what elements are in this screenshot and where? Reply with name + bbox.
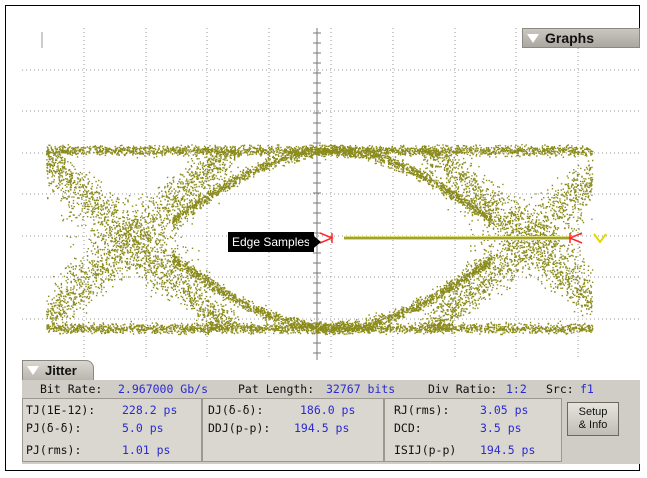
- measure-column-2: [202, 398, 384, 462]
- bit-rate-value: 2.967000 Gb/s: [118, 382, 209, 396]
- scope-screen: Graphs Edge Samples Jitter Bit Rate: 2.9…: [22, 28, 640, 464]
- rj-value: 3.05 ps: [480, 403, 529, 417]
- isij-label: ISIJ(p-p): [394, 443, 457, 457]
- ddj-label: DDJ(p-p):: [208, 421, 271, 435]
- setup-line-1: Setup: [578, 406, 608, 418]
- pj-rms-value: 1.01 ps: [122, 443, 171, 457]
- pat-length-label: Pat Length:: [238, 382, 315, 396]
- div-ratio-label: Div Ratio:: [428, 382, 498, 396]
- edge-samples-label: Edge Samples: [228, 232, 315, 252]
- pat-length-value: 32767 bits: [326, 382, 396, 396]
- chevron-down-icon: [527, 33, 539, 43]
- edge-samples-pointer: [309, 232, 321, 252]
- isij-value: 194.5 ps: [480, 443, 536, 457]
- measure-column-3: [384, 398, 562, 462]
- setup-info-button[interactable]: Setup & Info: [567, 402, 619, 436]
- left-edge-marker: [319, 232, 334, 244]
- graphs-tab[interactable]: Graphs: [522, 28, 640, 48]
- chevron-down-icon: [27, 366, 39, 375]
- bit-rate-label: Bit Rate:: [40, 382, 103, 396]
- dcd-label: DCD:: [394, 421, 422, 435]
- tj-label: TJ(1E-12):: [26, 403, 96, 417]
- measure-column-1: [22, 398, 202, 462]
- jitter-tab[interactable]: Jitter: [22, 360, 94, 380]
- ddj-value: 194.5 ps: [294, 421, 350, 435]
- rj-label: RJ(rms):: [394, 403, 450, 417]
- right-marker-arrow: [593, 233, 607, 244]
- graphs-tab-label: Graphs: [545, 30, 595, 46]
- jitter-panel: Bit Rate: 2.967000 Gb/s Pat Length: 3276…: [22, 380, 640, 464]
- jitter-tab-label: Jitter: [45, 363, 77, 378]
- src-label: Src:: [546, 382, 574, 396]
- dcd-value: 3.5 ps: [480, 421, 522, 435]
- pj-dd-value: 5.0 ps: [122, 421, 164, 435]
- right-edge-marker: [568, 232, 583, 244]
- tj-value: 228.2 ps: [122, 403, 178, 417]
- setup-line-2: & Info: [578, 419, 608, 431]
- eye-samples: [46, 144, 594, 336]
- summary-row: Bit Rate: 2.967000 Gb/s Pat Length: 3276…: [22, 382, 640, 398]
- pj-rms-label: PJ(rms):: [26, 443, 82, 457]
- pj-dd-label: PJ(δ-δ):: [26, 421, 82, 435]
- dj-value: 186.0 ps: [300, 403, 356, 417]
- dj-label: DJ(δ-δ):: [208, 403, 264, 417]
- src-value: f1: [580, 382, 594, 396]
- eye-diagram: [22, 28, 640, 360]
- div-ratio-value: 1:2: [506, 382, 527, 396]
